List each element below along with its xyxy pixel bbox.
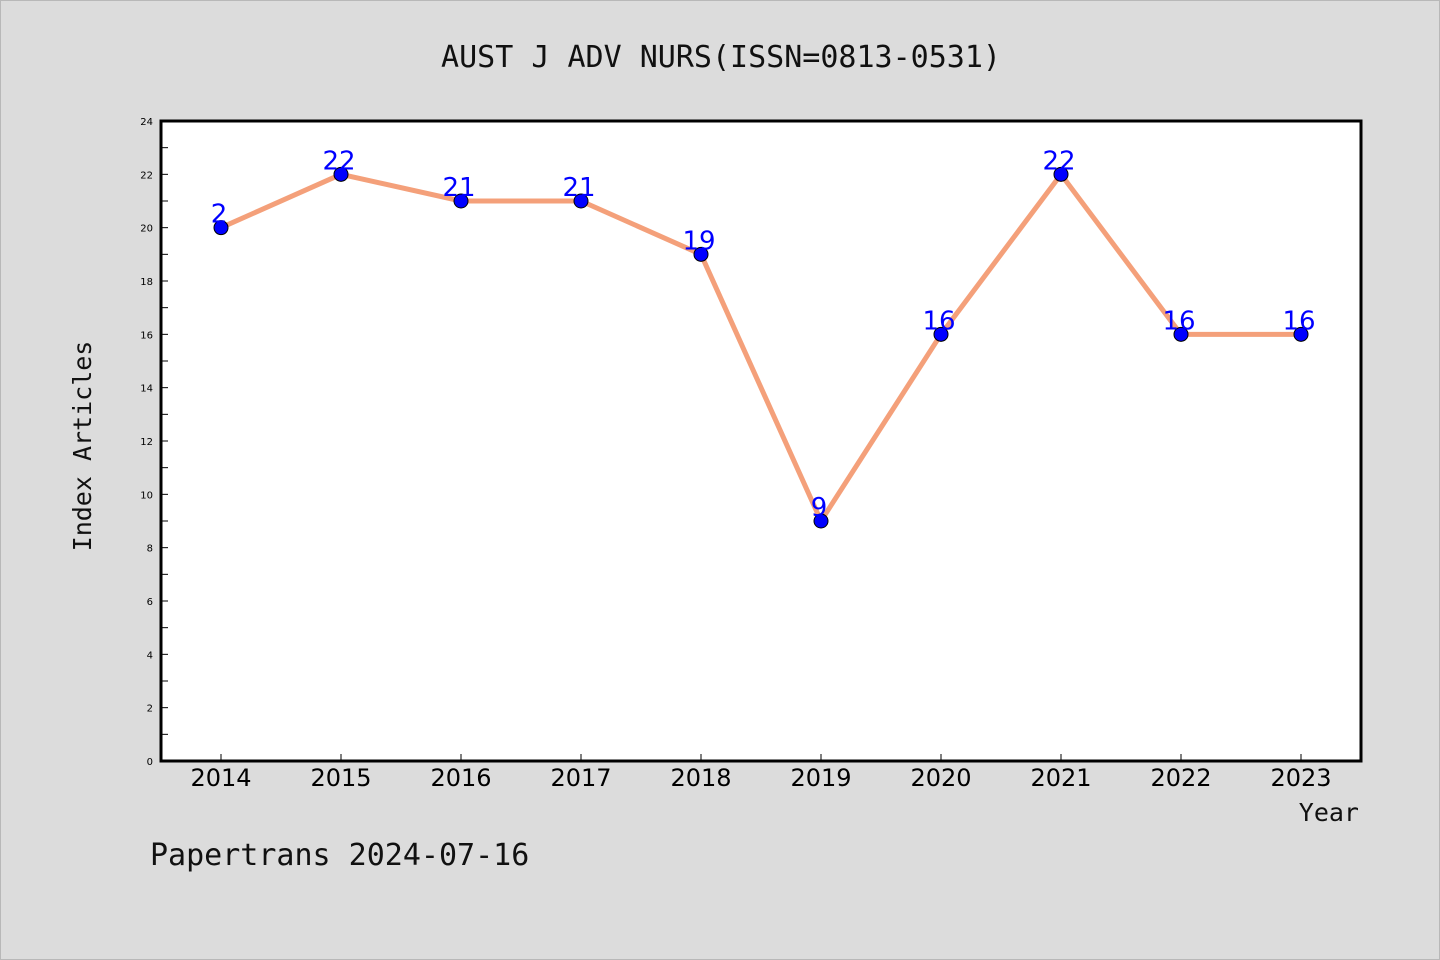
x-tick-label: 2021 (1030, 764, 1091, 792)
series-layer (218, 171, 1304, 524)
y-tick-label: 8 (147, 544, 153, 555)
y-tick-label: 2 (147, 704, 153, 715)
y-tick-label: 22 (140, 170, 153, 181)
y-tick-label: 4 (147, 650, 153, 661)
y-axis-label: Index Articles (68, 341, 97, 552)
data-point (213, 220, 229, 236)
data-label: 22 (322, 146, 355, 176)
y-tick-label: 0 (147, 757, 153, 768)
series-line (218, 171, 1304, 524)
y-tick-label: 12 (140, 437, 153, 448)
data-point (693, 246, 709, 262)
data-label: 2 (211, 200, 228, 230)
x-tick-label: 2014 (190, 764, 251, 792)
x-tick-label: 2023 (1270, 764, 1331, 792)
y-tick-label: 24 (140, 117, 153, 128)
marker-layer (213, 166, 1309, 529)
data-point (1173, 326, 1189, 342)
x-tick-label: 2018 (670, 764, 731, 792)
data-label: 22 (1042, 146, 1075, 176)
x-tick-label: 2016 (430, 764, 491, 792)
data-point (1053, 166, 1069, 182)
data-label: 16 (1282, 306, 1315, 336)
data-label: 9 (811, 493, 828, 523)
x-tick-label: 2017 (550, 764, 611, 792)
y-tick-label: 6 (147, 597, 153, 608)
footer-date-text: Papertrans 2024-07-16 (150, 838, 529, 873)
x-tick-label: 2022 (1150, 764, 1211, 792)
data-point (933, 326, 949, 342)
y-tick-label: 18 (140, 277, 153, 288)
data-label: 21 (562, 173, 595, 203)
data-label: 16 (922, 306, 955, 336)
x-tick-label: 2019 (790, 764, 851, 792)
x-tick-label: 2020 (910, 764, 971, 792)
x-axis-label: Year (1299, 798, 1359, 827)
y-tick-label: 10 (140, 490, 153, 501)
y-tick-label: 14 (140, 384, 153, 395)
chart-title: AUST J ADV NURS(ISSN=0813-0531) (441, 40, 1001, 75)
y-tick-label: 16 (140, 330, 153, 341)
data-point (813, 513, 829, 529)
data-point (1293, 326, 1309, 342)
data-point (333, 166, 349, 182)
data-point (573, 193, 589, 209)
data-label: 16 (1162, 306, 1195, 336)
x-tick-label: 2015 (310, 764, 371, 792)
plot-area (159, 119, 1363, 763)
y-tick-label: 20 (140, 224, 153, 235)
data-label: 21 (442, 173, 475, 203)
data-label: 19 (682, 226, 715, 256)
data-point (453, 193, 469, 209)
x-axis: 2014 2015 2016 2017 2018 2019 2020 2021 2022 2023 (190, 754, 1332, 792)
